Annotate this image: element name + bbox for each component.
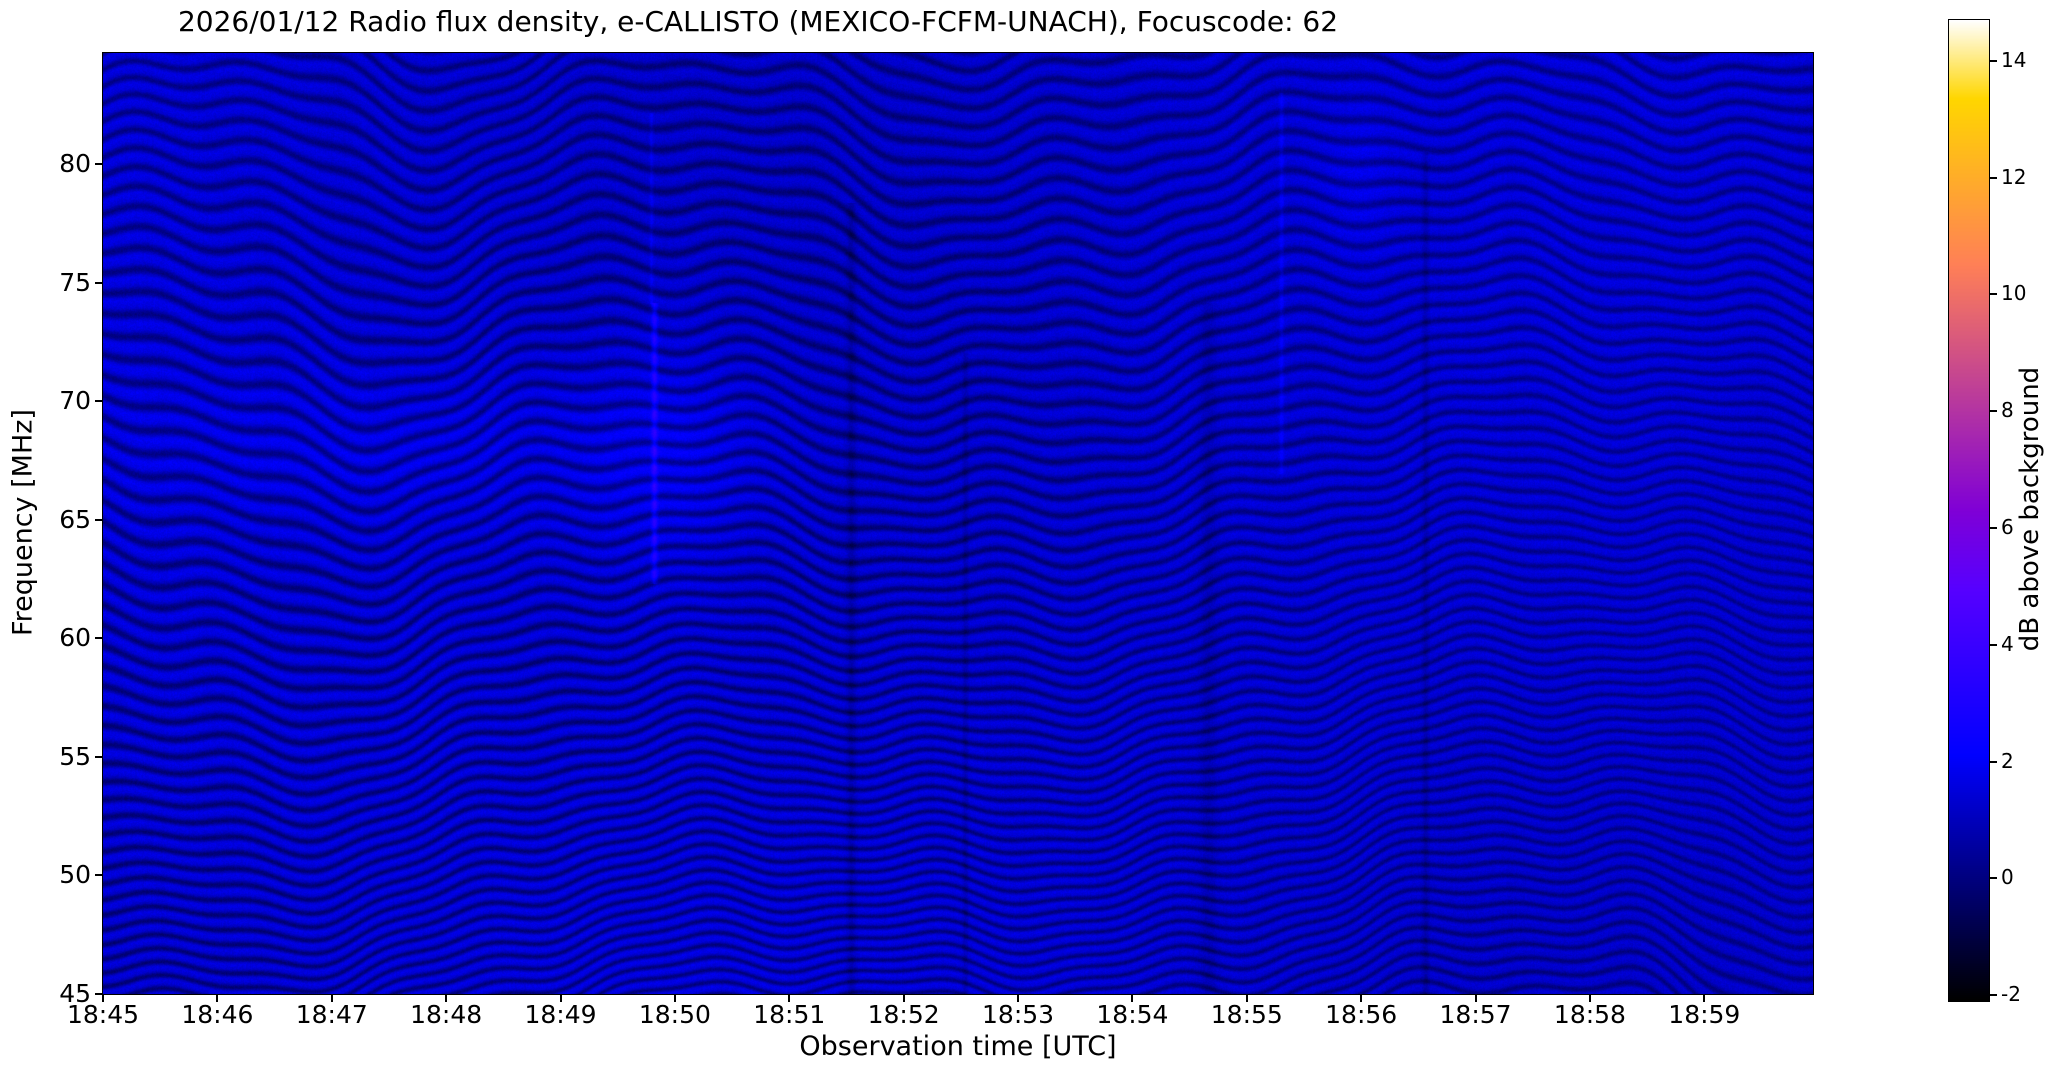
colorbar-tick-mark	[1990, 59, 1997, 62]
chart-title: 2026/01/12 Radio flux density, e-CALLIST…	[177, 5, 1339, 38]
y-tick-label: 45	[59, 979, 91, 1008]
y-tick-mark	[95, 993, 103, 995]
spectrogram-canvas	[102, 52, 1814, 995]
x-tick-mark	[1474, 994, 1477, 1002]
y-tick-label: 80	[59, 149, 91, 179]
colorbar-tick-mark	[1990, 877, 1997, 880]
colorbar-tick-label: 6	[2001, 515, 2014, 540]
x-tick-label: 18:48	[410, 1000, 483, 1029]
y-tick-mark	[95, 163, 103, 166]
colorbar-tick-label: 14	[2001, 47, 2027, 72]
x-tick-mark	[1360, 994, 1363, 1002]
y-tick-mark	[95, 518, 103, 521]
x-tick-label: 18:56	[1325, 1000, 1398, 1029]
x-tick-mark	[216, 994, 219, 1002]
x-tick-label: 18:55	[1210, 1000, 1283, 1029]
x-tick-label: 18:49	[524, 1000, 597, 1029]
colorbar-canvas	[1948, 19, 1990, 1002]
x-tick-mark	[1017, 994, 1020, 1002]
x-tick-label: 18:54	[1096, 1000, 1169, 1029]
colorbar-tick-label: 4	[2001, 631, 2014, 656]
y-tick-label: 65	[59, 504, 91, 534]
x-tick-mark	[788, 994, 791, 1002]
colorbar-tick-label: 8	[2001, 398, 2014, 423]
colorbar-tick-label: 10	[2001, 281, 2027, 306]
y-tick-label: 70	[59, 386, 91, 416]
x-tick-label: 18:59	[1668, 1000, 1741, 1029]
x-tick-mark	[1588, 994, 1591, 1002]
colorbar-tick-mark	[1990, 760, 1997, 763]
x-tick-label: 18:50	[638, 1000, 711, 1029]
y-tick-mark	[95, 400, 103, 403]
x-tick-mark	[559, 994, 562, 1002]
x-tick-mark	[902, 994, 905, 1002]
y-tick-label: 60	[59, 623, 91, 653]
y-tick-mark	[95, 637, 103, 640]
colorbar-tick-label: 12	[2001, 164, 2027, 189]
colorbar-tick-mark	[1990, 176, 1997, 179]
colorbar-tick-mark	[1990, 994, 1997, 997]
x-tick-label: 18:45	[66, 1000, 140, 1029]
y-tick-mark	[95, 874, 103, 877]
y-tick-label: 55	[59, 741, 91, 771]
x-tick-label: 18:52	[867, 1000, 940, 1029]
x-tick-label: 18:57	[1439, 1000, 1512, 1029]
x-tick-mark	[1703, 994, 1706, 1002]
colorbar-tick-mark	[1990, 527, 1997, 530]
x-tick-mark	[102, 994, 104, 1002]
colorbar-tick-mark	[1990, 410, 1997, 413]
y-tick-label: 50	[59, 860, 91, 890]
x-tick-label: 18:58	[1553, 1000, 1626, 1029]
colorbar-tick-label: 0	[2001, 865, 2014, 890]
x-tick-mark	[1131, 994, 1134, 1002]
x-tick-mark	[445, 994, 448, 1002]
x-axis-label: Observation time [UTC]	[799, 1031, 1117, 1062]
colorbar-tick-label: 2	[2001, 748, 2014, 773]
x-tick-label: 18:46	[181, 1000, 254, 1029]
x-tick-label: 18:53	[982, 1000, 1055, 1029]
y-tick-label: 75	[59, 267, 91, 297]
colorbar-tick-mark	[1990, 293, 1997, 296]
x-tick-label: 18:47	[295, 1000, 368, 1029]
colorbar-tick-label: -2	[2001, 982, 2021, 1007]
colorbar-tick-mark	[1990, 643, 1997, 646]
x-tick-label: 18:51	[753, 1000, 826, 1029]
colorbar-label: dB above background	[2015, 366, 2045, 652]
y-tick-mark	[95, 281, 103, 284]
y-tick-mark	[95, 755, 103, 758]
x-tick-mark	[330, 994, 333, 1002]
x-tick-mark	[1245, 994, 1248, 1002]
x-tick-mark	[673, 994, 676, 1002]
